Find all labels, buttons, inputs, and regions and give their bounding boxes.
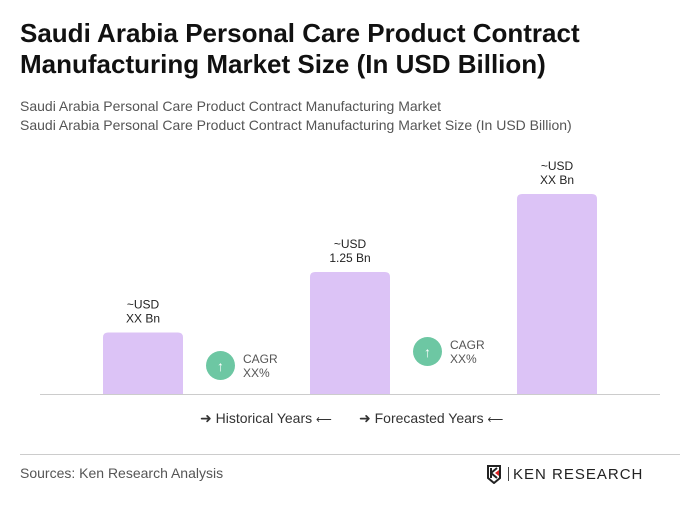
legend-forecasted: ➜ Forecasted Years ⟵ [359, 410, 504, 426]
arrow-up-icon: ↑ [413, 337, 442, 366]
data-label: XX Bn [126, 312, 160, 326]
legend-historical: ➜ Historical Years ⟵ [200, 410, 332, 426]
logo-text: KEN RESEARCH [513, 465, 644, 483]
legend-label: Historical Years [215, 410, 313, 426]
cagr-badge: ↑ CAGR XX% [206, 351, 278, 380]
subtitle: Saudi Arabia Personal Care Product Contr… [20, 98, 441, 114]
data-label: ~USD [541, 159, 574, 173]
cagr-label: CAGR [450, 337, 485, 352]
ken-logo-icon [487, 465, 501, 484]
cagr-value: XX% [243, 365, 270, 380]
ken-research-logo: KEN RESEARCH [486, 464, 643, 484]
data-label: ~USD [127, 298, 160, 312]
bar [310, 272, 390, 394]
divider [20, 454, 680, 455]
legend-label: Forecasted Years [374, 410, 484, 426]
chart-title: Saudi Arabia Personal Care Product Contr… [20, 18, 580, 79]
data-label: ~USD [334, 237, 367, 251]
cagr-badge: ↑ CAGR XX% [413, 337, 485, 366]
data-label: XX Bn [540, 173, 574, 187]
bar [103, 332, 183, 394]
data-label: 1.25 Bn [329, 251, 370, 265]
subtitle-2: Saudi Arabia Personal Care Product Contr… [20, 117, 572, 133]
cagr-value: XX% [450, 351, 477, 366]
arrow-up-icon: ↑ [206, 351, 235, 380]
cagr-label: CAGR [243, 351, 278, 366]
source-text: Sources: Ken Research Analysis [20, 465, 224, 481]
bar [517, 194, 597, 394]
